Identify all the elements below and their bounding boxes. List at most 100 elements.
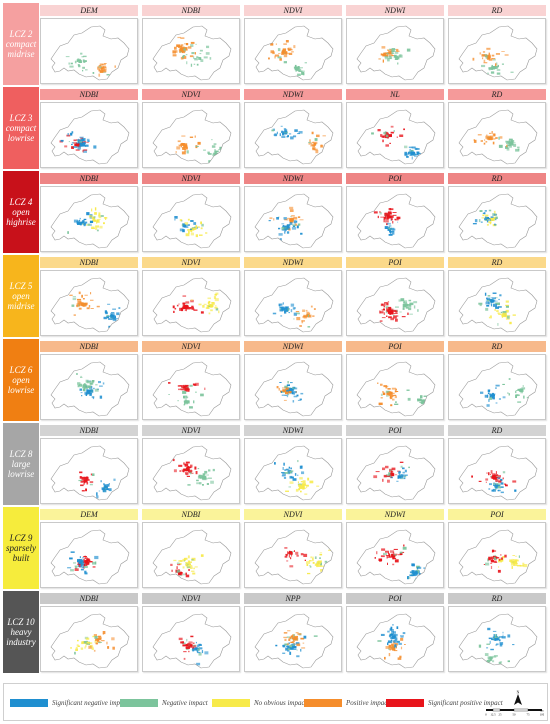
study-area-outline: [458, 109, 538, 165]
study-area-outline: [254, 25, 334, 81]
study-area-outline: [458, 529, 538, 585]
factor-map-panel: NDVI: [142, 425, 240, 505]
study-area-outline: [356, 193, 436, 249]
impact-patches: [76, 373, 105, 400]
study-area-map: [346, 438, 444, 504]
factor-map-panel: NDBI: [40, 257, 138, 337]
study-area-map: [448, 438, 546, 504]
factor-map-panel: NDWI: [244, 341, 342, 421]
factor-map-panel: DEM: [40, 509, 138, 589]
study-area-outline: [152, 109, 232, 165]
impact-patches: [69, 291, 126, 330]
north-label: N: [517, 690, 520, 695]
factor-panel-title: NDVI: [142, 593, 240, 604]
factor-map-panel: DEM: [40, 5, 138, 85]
lcz-row: LCZ 4 open highrise NDBI NDVI NDWI POI RD: [3, 171, 548, 253]
study-area-outline: [458, 277, 538, 333]
study-area-map: [244, 606, 342, 672]
impact-patches: [284, 547, 333, 577]
factor-panel-title: NPP: [244, 593, 342, 604]
factor-map-panel: POI: [346, 173, 444, 253]
legend-label: Positive impact: [346, 699, 390, 707]
factor-panel-title: POI: [346, 593, 444, 604]
study-area-map: [40, 354, 138, 420]
study-area-map: [244, 270, 342, 336]
impact-patches: [373, 208, 401, 236]
legend-label: Significant negative impact: [52, 699, 129, 707]
lcz-row-label: LCZ 8 large lowrise: [3, 423, 39, 505]
study-area-map: [40, 270, 138, 336]
study-area-map: [40, 18, 138, 84]
study-area-map: [142, 438, 240, 504]
lcz-row-label: LCZ 10 heavy industry: [3, 591, 39, 673]
study-area-map: [142, 606, 240, 672]
legend-significant-positive: Significant positive impact: [386, 698, 503, 708]
impact-patches: [379, 298, 419, 322]
impact-patches: [174, 216, 208, 238]
study-area-map: [142, 102, 240, 168]
study-area-map: [448, 18, 546, 84]
study-area-outline: [50, 25, 130, 81]
study-area-outline: [458, 613, 538, 669]
lcz-row-label: LCZ 9 sparsely built: [3, 507, 39, 589]
factor-panel-title: RD: [448, 341, 546, 352]
impact-patches: [377, 624, 406, 660]
factor-panel-title: NDBI: [40, 341, 138, 352]
factor-map-panel: NDWI: [346, 5, 444, 85]
lcz-row-label: LCZ 6 open lowrise: [3, 339, 39, 421]
study-area-map: [346, 270, 444, 336]
factor-map-panel: RD: [448, 593, 546, 673]
factor-panel-title: NDVI: [142, 257, 240, 268]
factor-panel-title: NDWI: [244, 341, 342, 352]
study-area-map: [40, 522, 138, 588]
impact-patches: [160, 554, 204, 584]
study-area-map: [346, 522, 444, 588]
study-area-map: [244, 522, 342, 588]
study-area-outline: [254, 529, 334, 585]
study-area-outline: [458, 445, 538, 501]
factor-map-panel: NDWI: [244, 257, 342, 337]
scale-tick-label: 12.5: [490, 713, 496, 717]
study-area-map: [244, 102, 342, 168]
factor-panel-title: POI: [346, 341, 444, 352]
factor-map-panel: NPP: [244, 593, 342, 673]
factor-panel-title: NDBI: [40, 593, 138, 604]
study-area-map: [244, 354, 342, 420]
factor-panel-title: NDWI: [244, 89, 342, 100]
study-area-map: [448, 102, 546, 168]
legend-significant-negative: Significant negative impact: [10, 698, 129, 708]
study-area-outline: [152, 193, 232, 249]
factor-map-panel: NDWI: [244, 89, 342, 169]
scale-tick-label: 100: [540, 713, 544, 717]
study-area-outline: [50, 277, 130, 333]
study-area-outline: [356, 613, 436, 669]
impact-patches: [172, 292, 220, 315]
study-area-outline: [254, 361, 334, 417]
factor-map-panel: RD: [448, 425, 546, 505]
impact-patches: [268, 206, 304, 241]
study-area-map: [142, 354, 240, 420]
study-area-outline: [50, 445, 130, 501]
factor-panel-title: RD: [448, 425, 546, 436]
factor-panel-title: POI: [346, 173, 444, 184]
study-area-map: [142, 522, 240, 588]
lcz-panel-grid: LCZ 2 compact midrise DEM NDBI NDVI NDWI RD LC…: [3, 3, 548, 673]
impact-patches: [172, 458, 215, 486]
lcz-row-label: LCZ 2 compact midrise: [3, 3, 39, 85]
impact-patches: [274, 460, 320, 495]
lcz-row: LCZ 10 heavy industry NDBI NDVI NPP POI RD: [3, 591, 548, 673]
factor-map-panel: POI: [346, 425, 444, 505]
lcz-row: LCZ 9 sparsely built DEM NDBI NDVI NDWI POI: [3, 507, 548, 589]
study-area-map: [346, 606, 444, 672]
study-area-map: [448, 270, 546, 336]
factor-panel-title: NDVI: [142, 173, 240, 184]
factor-panel-title: NDVI: [142, 89, 240, 100]
impact-patches: [178, 635, 209, 666]
study-area-outline: [254, 193, 334, 249]
factor-panel-title: NDVI: [244, 509, 342, 520]
factor-panel-title: NDWI: [244, 173, 342, 184]
factor-panel-title: NDBI: [40, 425, 138, 436]
scale-bar: [486, 708, 542, 712]
